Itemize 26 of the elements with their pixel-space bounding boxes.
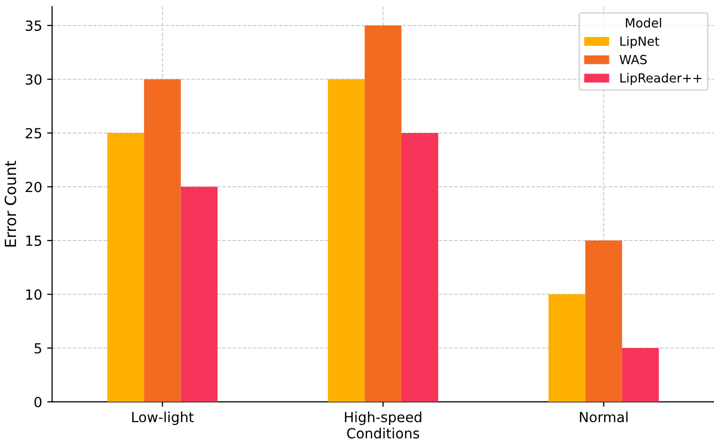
y-tick-label: 20 — [26, 182, 42, 192]
legend-label: WAS — [620, 54, 647, 64]
bar — [585, 240, 622, 402]
bar — [144, 79, 181, 402]
x-tick-label: High-speed — [344, 412, 422, 425]
x-tick-label: Normal — [580, 412, 628, 422]
y-axis-title: Error Count — [4, 160, 16, 246]
y-tick-label: 25 — [26, 128, 42, 138]
y-tick-label: 35 — [26, 20, 42, 31]
y-tick-label: 10 — [26, 289, 42, 300]
legend-title: Model — [626, 18, 662, 28]
bar — [548, 294, 586, 402]
y-tick-label: 30 — [26, 74, 42, 85]
legend-label: LipNet — [620, 36, 660, 48]
x-axis-title: Conditions — [347, 428, 420, 439]
bar — [622, 348, 659, 402]
y-tick-label: 15 — [26, 236, 42, 246]
bar — [401, 133, 438, 402]
bar — [364, 25, 402, 402]
bar — [328, 79, 365, 402]
bar — [180, 186, 218, 402]
y-tick-label: 5 — [34, 343, 42, 354]
x-tick-label: Low-light — [132, 412, 194, 425]
bar — [107, 133, 144, 402]
y-tick-label: 0 — [34, 396, 42, 408]
legend-label: LipReader++ — [620, 72, 702, 86]
